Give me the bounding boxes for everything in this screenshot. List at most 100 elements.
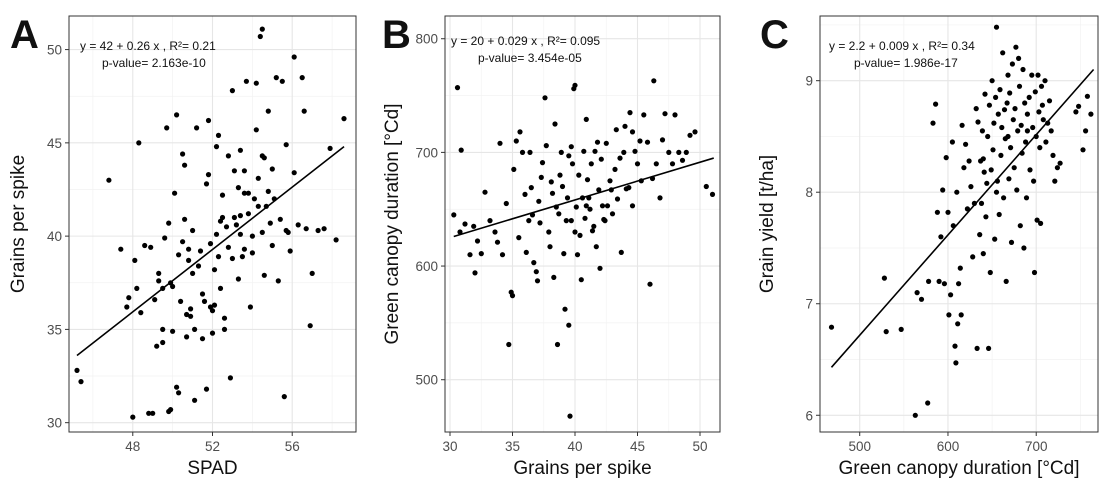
- data-point: [964, 206, 971, 212]
- data-point: [1046, 98, 1053, 104]
- x-tick-label: 56: [285, 439, 300, 454]
- y-tick-label: 45: [47, 136, 62, 151]
- regression-pvalue: p-value= 3.454e-05: [478, 51, 582, 65]
- data-point: [279, 78, 285, 84]
- data-point: [164, 125, 170, 131]
- data-point: [993, 94, 999, 100]
- data-point: [132, 257, 138, 263]
- data-point: [1021, 245, 1027, 251]
- data-point: [176, 390, 182, 396]
- data-point: [622, 123, 628, 129]
- data-point: [970, 254, 976, 260]
- data-point: [566, 322, 572, 328]
- data-point: [568, 144, 574, 150]
- y-tick-label: 40: [47, 229, 62, 244]
- data-point: [980, 156, 986, 162]
- data-point: [941, 281, 948, 287]
- data-point: [1038, 220, 1044, 226]
- data-point: [963, 141, 969, 147]
- data-point: [982, 91, 988, 97]
- data-point: [578, 277, 584, 283]
- data-point: [644, 139, 651, 145]
- data-point: [946, 312, 952, 318]
- data-point: [182, 216, 188, 222]
- data-point: [1008, 239, 1015, 245]
- data-point: [1054, 165, 1060, 171]
- data-point: [647, 281, 653, 287]
- data-point: [118, 246, 124, 252]
- data-point: [309, 270, 315, 276]
- data-point: [142, 242, 148, 249]
- data-point: [599, 203, 606, 209]
- data-point: [614, 196, 621, 202]
- data-point: [567, 413, 573, 419]
- data-point: [259, 153, 265, 159]
- data-point: [261, 272, 267, 278]
- x-axis-title: Grains per spike: [513, 458, 651, 479]
- data-point: [572, 82, 578, 88]
- data-point: [227, 375, 233, 381]
- data-point: [1010, 117, 1016, 123]
- data-point: [213, 144, 220, 150]
- regression-pvalue: p-value= 2.163e-10: [102, 56, 206, 70]
- data-point: [291, 54, 297, 60]
- data-point: [1014, 187, 1020, 193]
- data-point: [1016, 55, 1022, 62]
- data-point: [558, 149, 564, 155]
- data-point: [990, 147, 996, 153]
- data-point: [106, 177, 112, 183]
- data-point: [333, 237, 339, 243]
- data-point: [1042, 78, 1048, 84]
- regression-equation: y = 42 + 0.26 x , R²= 0.21: [80, 39, 216, 53]
- data-point: [207, 241, 214, 247]
- data-point: [587, 206, 593, 212]
- data-point: [683, 149, 689, 155]
- data-point: [596, 187, 602, 193]
- data-point: [231, 168, 237, 174]
- data-point: [593, 244, 599, 250]
- data-point: [617, 155, 623, 161]
- data-point: [478, 251, 484, 257]
- y-tick-label: 9: [805, 74, 813, 89]
- data-point: [975, 119, 981, 125]
- data-point: [561, 251, 567, 257]
- data-point: [987, 269, 993, 276]
- data-point: [275, 278, 281, 284]
- data-point: [653, 161, 659, 167]
- data-point: [126, 295, 132, 301]
- data-point: [186, 257, 192, 263]
- data-point: [472, 270, 478, 276]
- data-point: [979, 128, 986, 134]
- data-point: [527, 149, 533, 155]
- data-point: [936, 278, 942, 284]
- data-point: [1036, 109, 1042, 115]
- data-point: [482, 189, 488, 195]
- data-point: [554, 341, 561, 348]
- data-point: [1001, 195, 1007, 201]
- data-point: [949, 139, 956, 145]
- data-point: [977, 232, 983, 238]
- data-point: [604, 203, 611, 209]
- data-point: [251, 196, 257, 202]
- data-point: [953, 360, 959, 366]
- y-tick-label: 7: [805, 297, 813, 312]
- data-point: [948, 292, 954, 298]
- data-point: [662, 111, 668, 117]
- data-point: [1048, 128, 1054, 134]
- data-point: [1020, 66, 1026, 73]
- data-point: [1006, 176, 1012, 182]
- data-point: [637, 138, 643, 144]
- data-point: [174, 112, 180, 118]
- data-point: [978, 200, 985, 206]
- data-point: [703, 183, 709, 190]
- data-point: [995, 111, 1001, 117]
- data-point: [1032, 89, 1038, 95]
- data-point: [474, 238, 481, 244]
- data-point: [957, 265, 963, 271]
- data-point: [1026, 94, 1032, 100]
- data-point: [273, 75, 279, 81]
- data-point: [245, 211, 251, 217]
- data-point: [467, 252, 473, 258]
- data-point: [1001, 107, 1008, 113]
- data-point: [598, 156, 604, 162]
